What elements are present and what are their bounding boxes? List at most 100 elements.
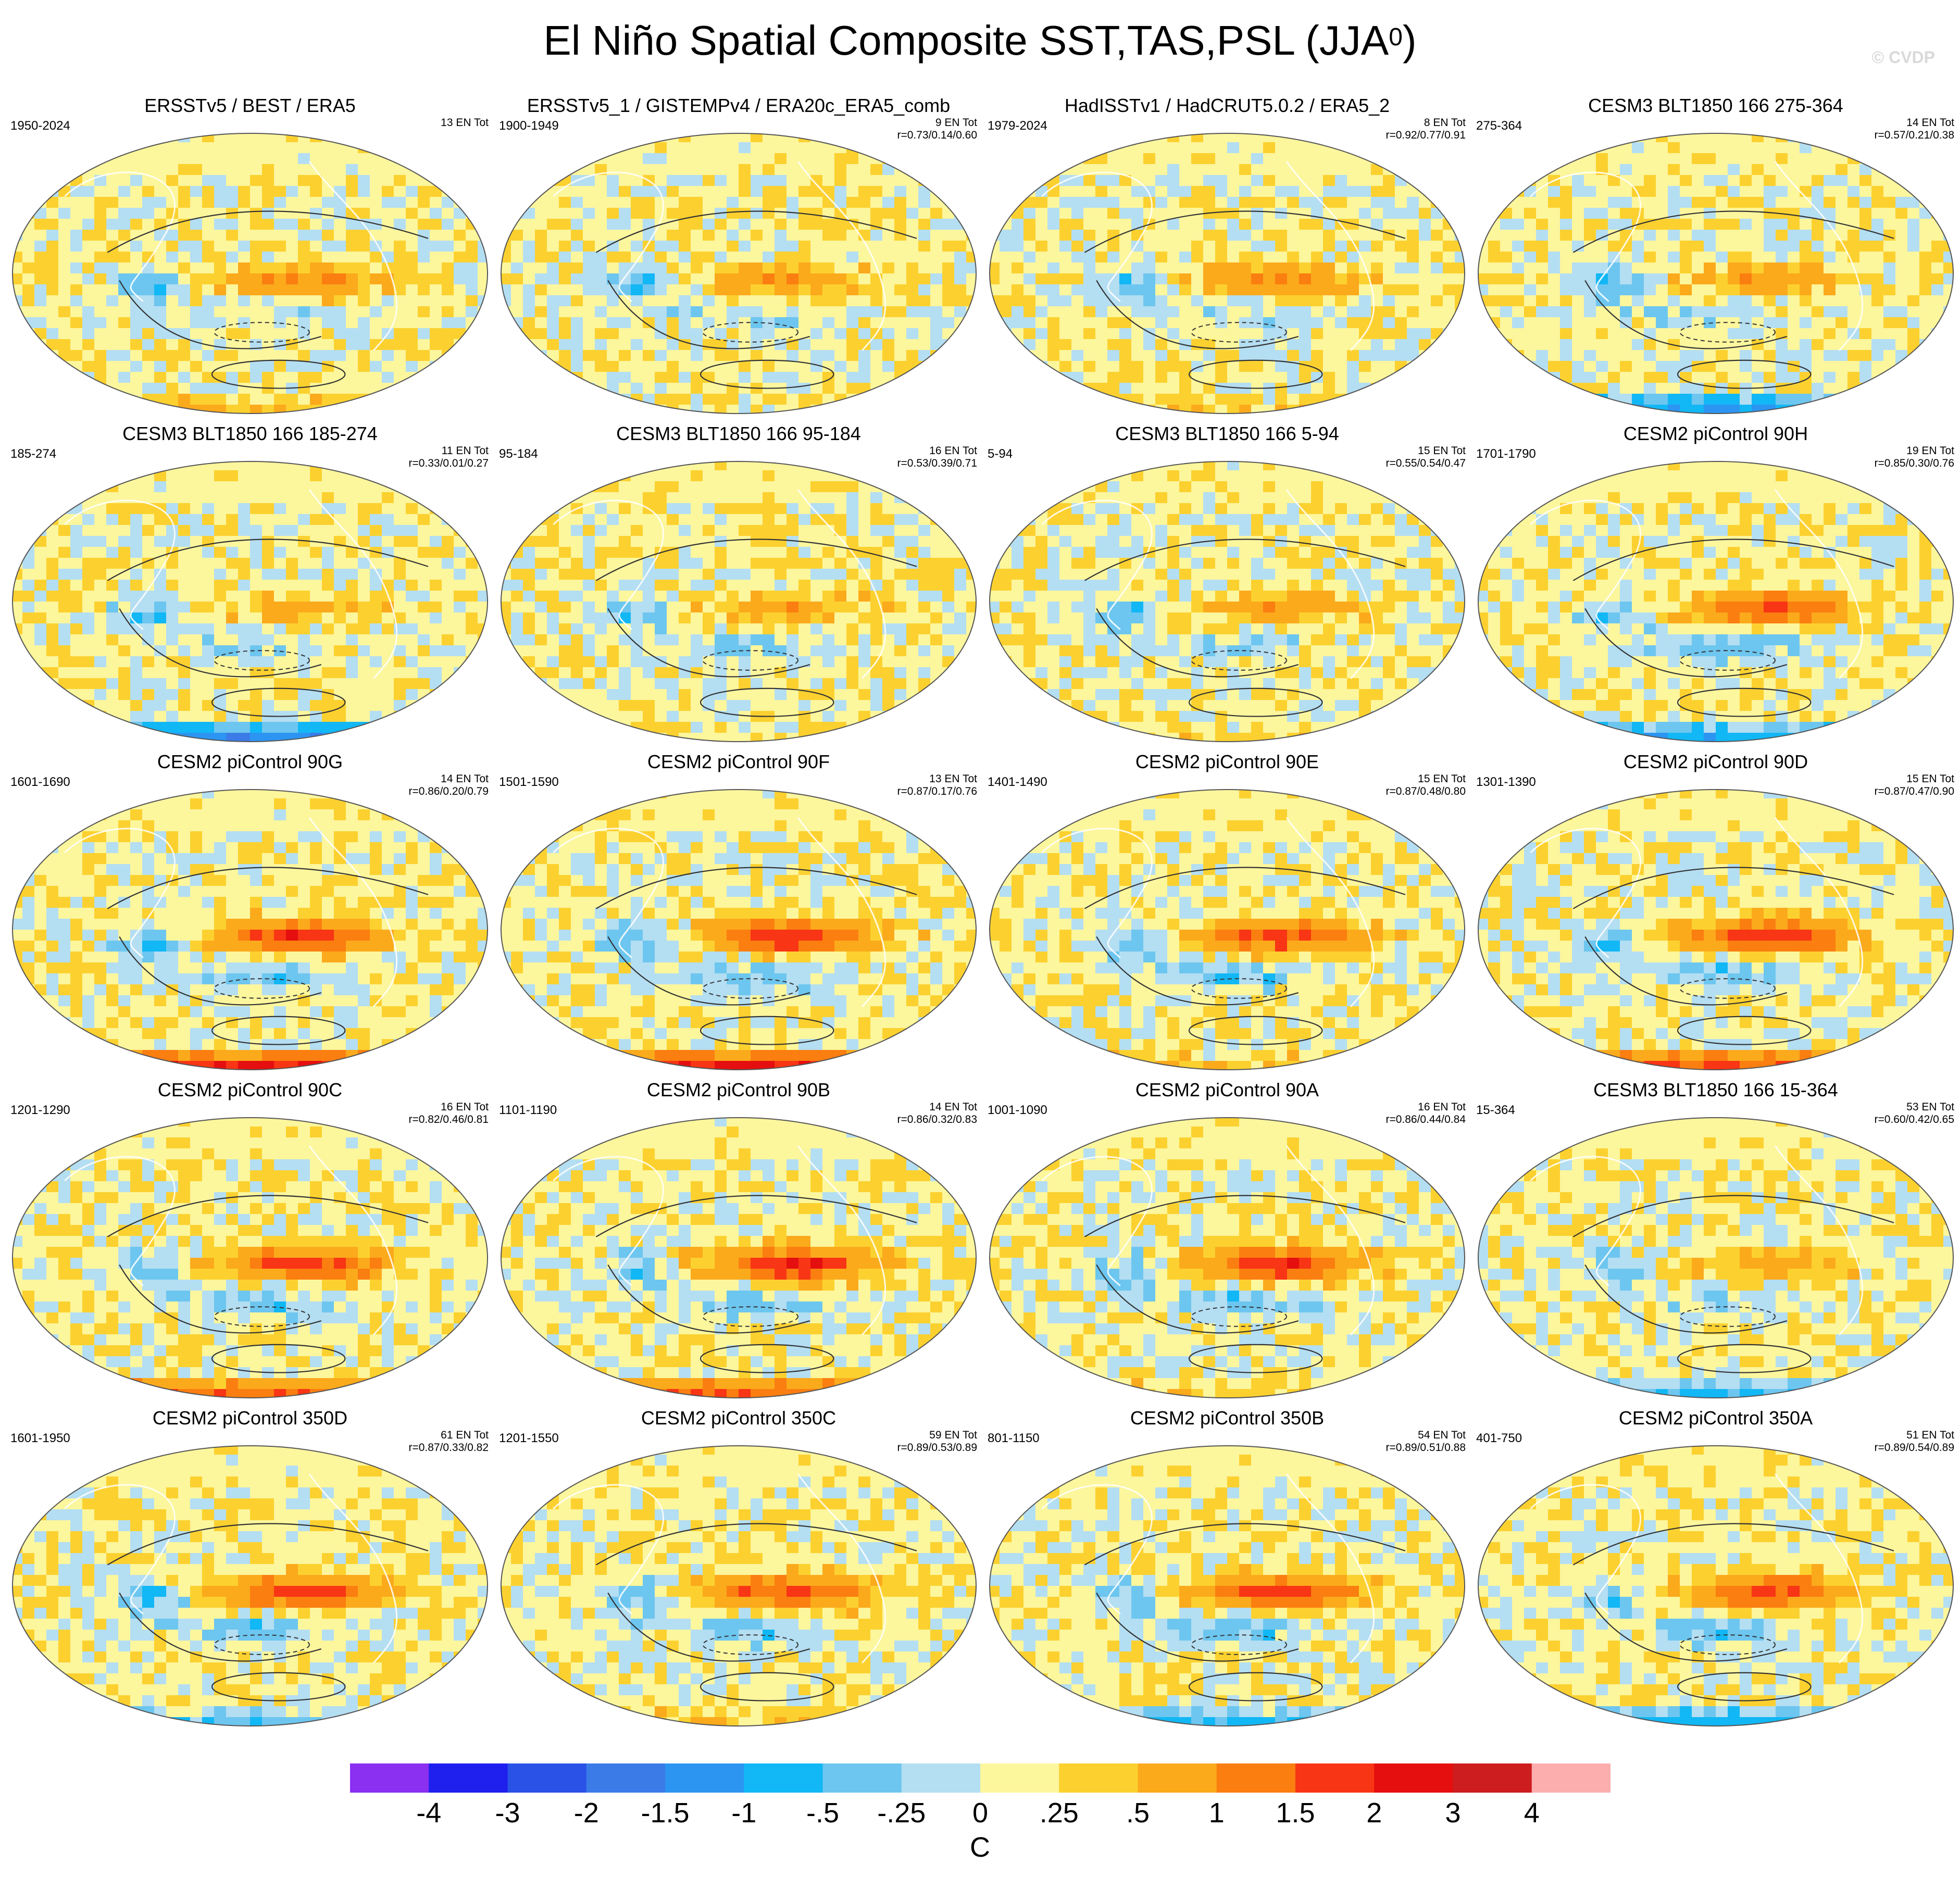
field-cell	[619, 317, 631, 329]
field-cell	[1512, 339, 1525, 351]
field-cell	[130, 525, 143, 536]
field-cell	[715, 306, 727, 318]
field-cell	[1752, 372, 1764, 383]
field-cell	[1107, 350, 1120, 361]
field-cell	[870, 350, 883, 361]
field-cell	[631, 656, 643, 668]
field-cell	[274, 602, 286, 613]
field-cell	[1824, 284, 1836, 296]
field-cell	[130, 547, 143, 558]
field-cell	[1179, 186, 1192, 197]
field-cell	[1155, 252, 1168, 263]
field-cell	[1347, 273, 1359, 285]
field-cell	[154, 591, 167, 602]
field-cell	[430, 623, 442, 635]
field-cell	[454, 284, 466, 296]
field-cell	[1764, 219, 1776, 230]
field-cell	[1263, 219, 1276, 230]
field-cell	[535, 328, 547, 340]
field-cell	[1668, 230, 1680, 241]
field-cell	[1359, 317, 1371, 329]
field-cell	[238, 284, 251, 296]
field-cell	[1095, 186, 1108, 197]
field-cell	[58, 350, 71, 361]
field-cell	[846, 241, 859, 252]
field-cell	[1083, 350, 1096, 361]
field-cell	[571, 208, 583, 219]
field-cell	[202, 219, 215, 230]
field-cell	[1608, 164, 1620, 176]
field-cell	[1752, 328, 1764, 340]
field-cell	[1859, 175, 1872, 186]
field-cell	[559, 623, 571, 635]
field-cell	[1047, 273, 1060, 285]
field-cell	[1203, 175, 1216, 186]
field-cell	[262, 733, 274, 742]
field-cell	[727, 284, 739, 296]
field-cell	[763, 241, 775, 252]
field-cell	[727, 602, 739, 613]
field-cell	[214, 711, 227, 722]
field-cell	[1728, 328, 1740, 340]
field-cell	[846, 525, 859, 536]
field-cell	[82, 241, 95, 252]
field-cell	[571, 656, 583, 668]
field-cell	[906, 547, 919, 558]
field-cell	[846, 197, 859, 208]
field-cell	[274, 241, 286, 252]
field-cell	[703, 623, 715, 635]
field-cell	[34, 273, 47, 285]
field-cell	[834, 153, 847, 165]
field-cell	[559, 558, 571, 569]
field-cell	[70, 656, 83, 668]
field-cell	[1512, 306, 1525, 318]
field-cell	[751, 273, 763, 285]
field-cell	[1859, 339, 1872, 351]
field-cell	[954, 241, 967, 252]
field-cell	[298, 558, 310, 569]
field-cell	[523, 284, 535, 296]
field-cell	[523, 634, 535, 646]
field-cell	[619, 383, 631, 394]
field-cell	[1203, 361, 1216, 372]
field-cell	[370, 361, 382, 372]
field-cell	[1419, 295, 1431, 307]
field-cell	[358, 667, 370, 679]
field-cell	[1263, 284, 1276, 296]
field-cell	[322, 295, 334, 307]
field-cell	[1191, 230, 1204, 241]
field-cell	[1311, 153, 1324, 165]
field-cell	[1548, 361, 1560, 372]
field-cell	[751, 405, 763, 414]
field-cell	[1572, 197, 1584, 208]
field-cell	[1812, 273, 1824, 285]
field-cell	[310, 667, 322, 679]
field-cell	[358, 678, 370, 690]
field-cell	[22, 580, 35, 591]
field-cell	[667, 241, 679, 252]
field-cell	[607, 547, 619, 558]
field-cell	[1728, 262, 1740, 274]
field-cell	[511, 295, 523, 307]
field-cell	[798, 133, 811, 143]
field-cell	[226, 634, 239, 646]
field-cell	[1596, 208, 1608, 219]
field-cell	[547, 514, 559, 525]
field-cell	[906, 580, 919, 591]
field-cell	[703, 503, 715, 515]
field-cell	[1895, 186, 1908, 197]
field-cell	[1931, 284, 1944, 296]
field-cell	[370, 317, 382, 329]
field-cell	[1776, 284, 1788, 296]
field-cell	[571, 634, 583, 646]
field-cell	[1359, 361, 1371, 372]
field-cell	[1179, 219, 1192, 230]
field-cell	[58, 591, 71, 602]
field-cell	[1407, 361, 1419, 372]
field-cell	[1323, 252, 1335, 263]
field-cell	[1131, 317, 1144, 329]
field-cell	[418, 678, 430, 690]
field-cell	[751, 602, 763, 613]
field-cell	[787, 328, 799, 340]
field-cell	[1656, 153, 1668, 165]
